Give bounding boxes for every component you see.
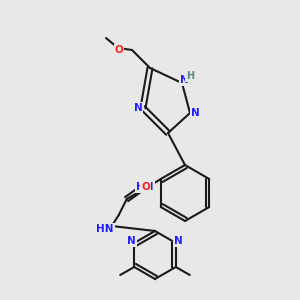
Text: N: N [180, 75, 188, 85]
Text: H: H [186, 71, 194, 81]
Text: N: N [127, 236, 136, 246]
Text: N: N [190, 108, 200, 118]
Text: HN: HN [136, 182, 154, 192]
Text: HN: HN [96, 224, 113, 234]
Text: O: O [141, 182, 150, 192]
Text: N: N [174, 236, 183, 246]
Text: O: O [115, 45, 123, 55]
Text: N: N [134, 103, 142, 113]
